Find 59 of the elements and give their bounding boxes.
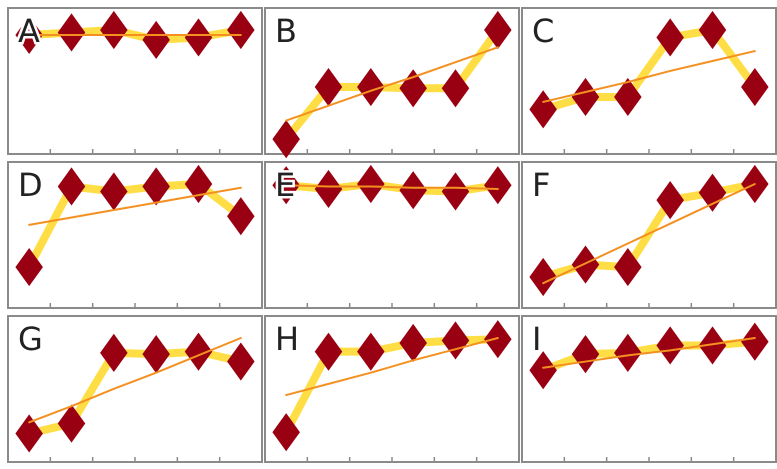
point bbox=[529, 351, 557, 390]
point bbox=[314, 170, 342, 208]
point bbox=[100, 10, 128, 50]
point bbox=[698, 174, 726, 212]
point bbox=[142, 20, 170, 59]
point bbox=[58, 167, 86, 206]
point bbox=[656, 326, 684, 365]
point bbox=[184, 332, 212, 371]
point bbox=[399, 171, 427, 210]
point bbox=[529, 90, 557, 128]
point bbox=[529, 258, 557, 296]
point bbox=[484, 166, 512, 204]
point bbox=[442, 69, 470, 108]
point bbox=[698, 10, 726, 50]
chart-title: G bbox=[18, 320, 43, 358]
point bbox=[399, 69, 427, 108]
point bbox=[272, 120, 300, 158]
point bbox=[741, 68, 769, 106]
point bbox=[656, 181, 684, 220]
point bbox=[572, 246, 600, 284]
point bbox=[15, 414, 43, 453]
point bbox=[357, 164, 385, 204]
point bbox=[227, 197, 255, 236]
point bbox=[656, 18, 684, 57]
point bbox=[442, 172, 470, 211]
point bbox=[357, 332, 385, 371]
point bbox=[572, 78, 600, 116]
point bbox=[15, 248, 43, 286]
point bbox=[484, 10, 512, 50]
chart-title: B bbox=[275, 12, 297, 50]
point bbox=[399, 324, 427, 362]
point bbox=[614, 78, 642, 116]
point bbox=[314, 68, 342, 106]
point bbox=[741, 164, 769, 204]
point bbox=[184, 164, 212, 204]
point bbox=[484, 320, 512, 358]
chart-title: C bbox=[532, 12, 554, 50]
chart-title: E bbox=[275, 166, 296, 204]
point bbox=[142, 167, 170, 206]
point bbox=[614, 248, 642, 286]
point bbox=[614, 334, 642, 372]
point bbox=[741, 322, 769, 361]
point bbox=[100, 172, 128, 211]
chart-title: F bbox=[532, 166, 550, 204]
point bbox=[314, 332, 342, 371]
point bbox=[58, 404, 86, 443]
point bbox=[357, 68, 385, 106]
chart-title: I bbox=[532, 320, 542, 358]
chart-title: D bbox=[18, 166, 43, 204]
chart-title: H bbox=[275, 320, 300, 358]
point bbox=[100, 334, 128, 372]
point bbox=[227, 10, 255, 50]
point bbox=[184, 18, 212, 57]
point bbox=[272, 413, 300, 452]
point bbox=[442, 321, 470, 360]
point bbox=[227, 342, 255, 381]
point bbox=[58, 13, 86, 52]
point bbox=[142, 335, 170, 374]
point bbox=[572, 335, 600, 374]
